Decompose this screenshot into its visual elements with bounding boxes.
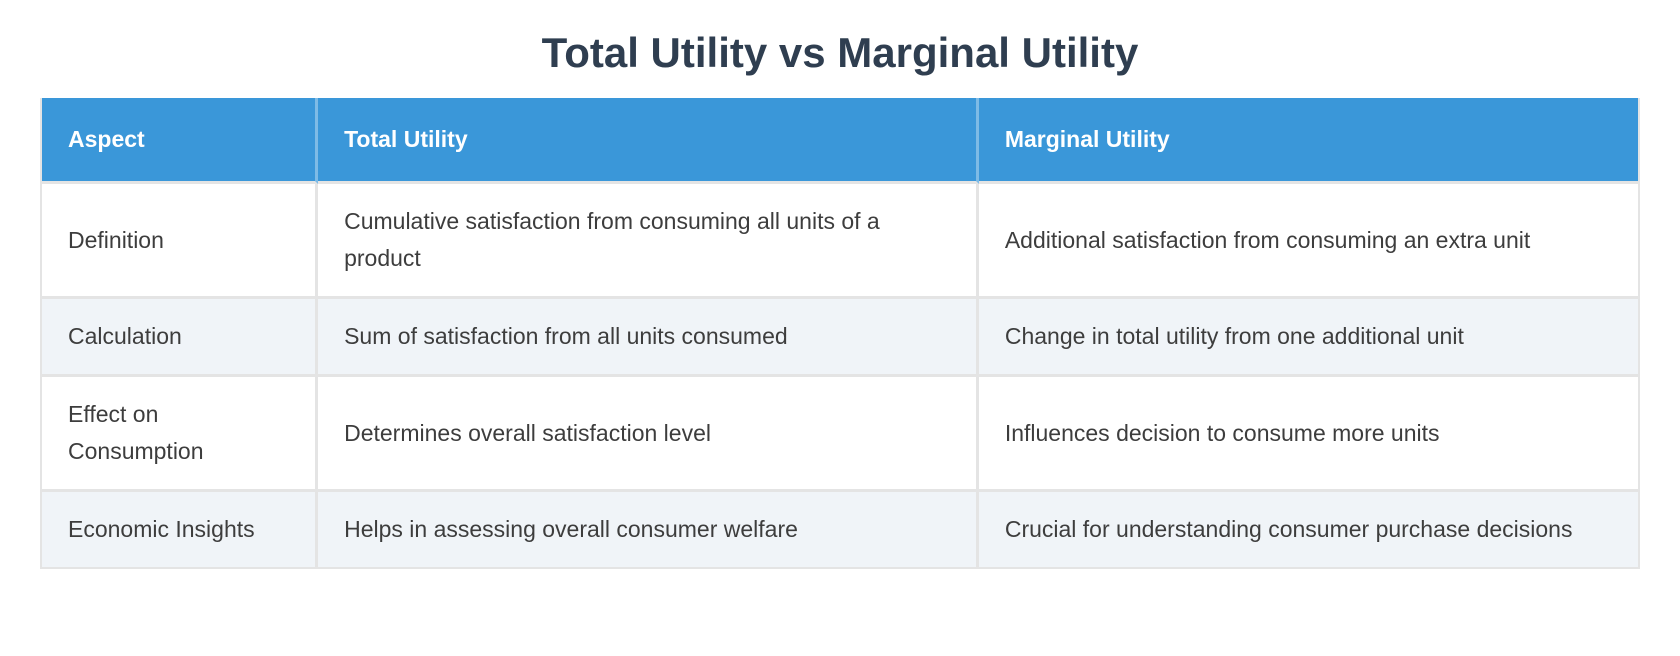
row-label: Calculation: [42, 299, 319, 377]
total-utility-cell: Sum of satisfaction from all units consu…: [318, 299, 979, 377]
marginal-utility-cell: Additional satisfaction from consuming a…: [978, 184, 1638, 299]
column-header-aspect: Aspect: [42, 98, 319, 184]
row-label: Definition: [42, 184, 319, 299]
table-header-row: Aspect Total Utility Marginal Utility: [42, 98, 1638, 184]
table-row: Definition Cumulative satisfaction from …: [42, 184, 1638, 299]
marginal-utility-cell: Influences decision to consume more unit…: [978, 377, 1638, 492]
total-utility-cell: Determines overall satisfaction level: [318, 377, 979, 492]
marginal-utility-cell: Change in total utility from one additio…: [978, 299, 1638, 377]
table-row: Effect on Consumption Determines overall…: [42, 377, 1638, 492]
column-header-total-utility: Total Utility: [318, 98, 979, 184]
table-row: Calculation Sum of satisfaction from all…: [42, 299, 1638, 377]
marginal-utility-cell: Crucial for understanding consumer purch…: [978, 492, 1638, 567]
total-utility-cell: Cumulative satisfaction from consuming a…: [318, 184, 979, 299]
column-header-marginal-utility: Marginal Utility: [978, 98, 1638, 184]
page-title: Total Utility vs Marginal Utility: [541, 29, 1139, 76]
total-utility-cell: Helps in assessing overall consumer welf…: [318, 492, 979, 567]
comparison-table-container: Aspect Total Utility Marginal Utility De…: [40, 98, 1640, 569]
table-row: Economic Insights Helps in assessing ove…: [42, 492, 1638, 567]
row-label: Economic Insights: [42, 492, 319, 567]
comparison-table: Aspect Total Utility Marginal Utility De…: [42, 98, 1638, 567]
row-label: Effect on Consumption: [42, 377, 319, 492]
